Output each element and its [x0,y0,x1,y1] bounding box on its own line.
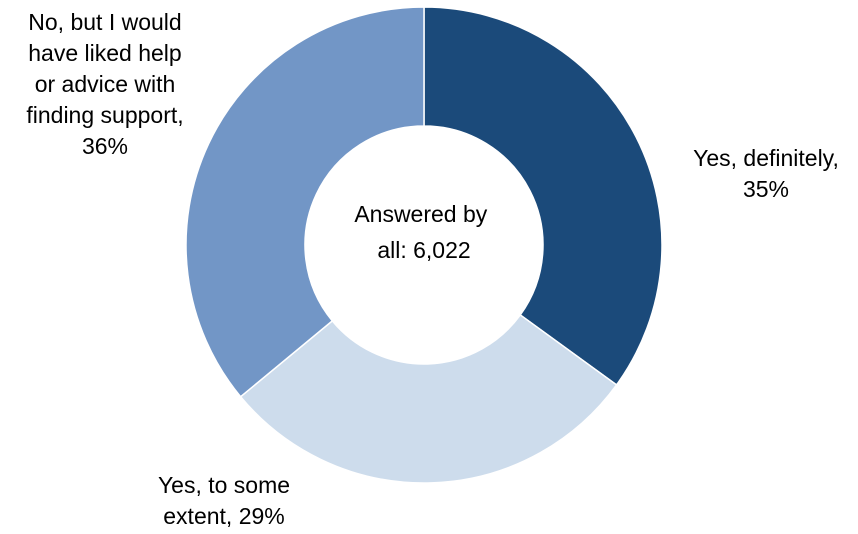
slice-label-3-line-1: No, but I would [28,9,181,35]
slice-label-2: Yes, to some extent, 29% [158,472,290,529]
slice-label-1-line-2: 35% [743,176,789,202]
slice-label-3: No, but I would have liked help or advice … [26,9,183,159]
center-label-line-1: Answered by [354,201,487,227]
slice-label-1-line-1: Yes, definitely, [693,145,839,171]
donut-slices [185,6,663,484]
slice-label-1: Yes, definitely, 35% [693,145,839,202]
slice-label-2-line-1: Yes, to some [158,472,290,498]
slice-labels: Yes, definitely, 35% Yes, to some extent, 2… [26,9,839,529]
slice-label-3-line-2: have liked help [28,40,181,66]
center-label-line-2: all: 6,022 [377,237,470,263]
donut-slice-2 [239,313,618,484]
slice-label-3-line-3: or advice with [35,71,176,97]
slice-label-2-line-2: extent, 29% [163,503,284,529]
donut-slice-3 [185,6,425,398]
slice-label-3-line-4: finding support, [26,102,183,128]
center-label: Answered by all: 6,022 [354,201,493,263]
donut-slice-1 [423,6,663,386]
slice-label-3-line-5: 36% [82,133,128,159]
